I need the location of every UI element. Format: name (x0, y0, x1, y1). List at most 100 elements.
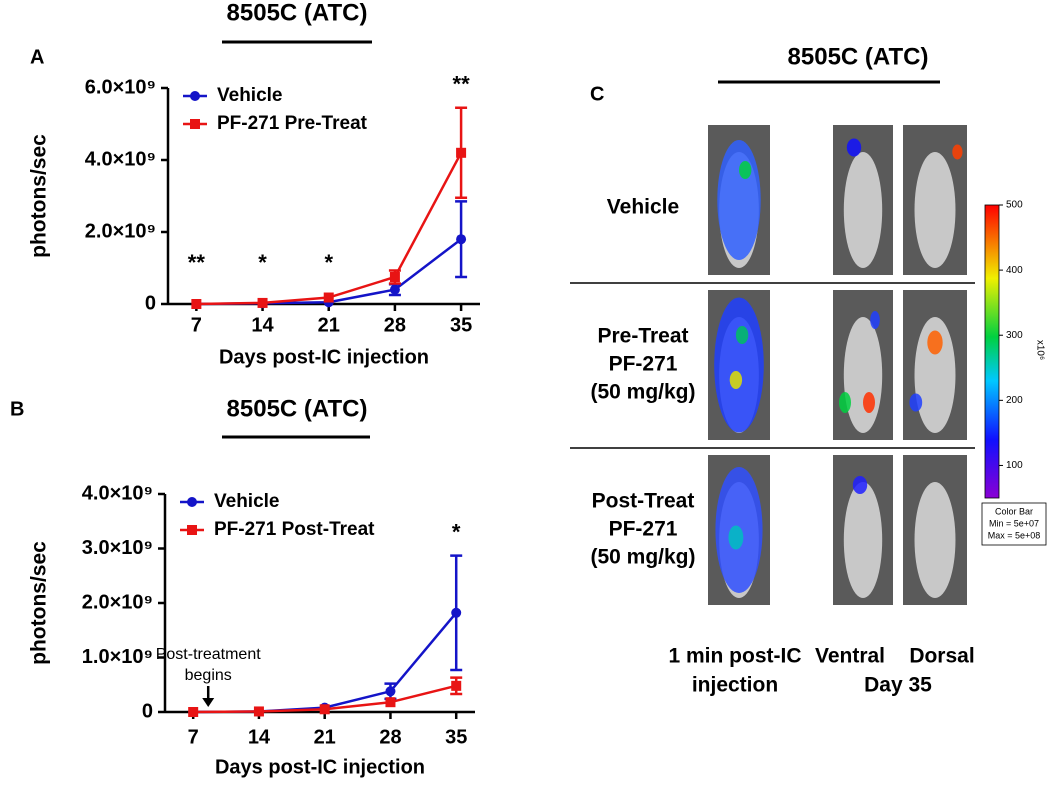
signal (717, 140, 761, 260)
signal (729, 371, 743, 389)
x-tick-label: 35 (445, 726, 467, 748)
colorbar-tick-label: 500 (1006, 200, 1023, 211)
data-point (323, 292, 334, 303)
legend-marker (187, 525, 197, 535)
y-tick-label: 0 (145, 292, 156, 314)
signal (714, 297, 764, 433)
legend-label: PF-271 Pre-Treat (217, 113, 368, 134)
colorbar-box-text: Max = 5e+08 (988, 530, 1041, 540)
signal (870, 311, 880, 329)
legend-marker (187, 497, 197, 507)
data-point (257, 297, 268, 308)
column-label: 1 min post-IC (668, 645, 801, 668)
data-point (451, 680, 462, 691)
column-label: Day 35 (864, 674, 932, 697)
panel-letter: C (590, 83, 604, 105)
mouse-body (914, 482, 956, 598)
y-axis-label: photons/sec (28, 134, 51, 258)
legend-label: PF-271 Post-Treat (214, 519, 375, 540)
legend-label: Vehicle (214, 491, 280, 512)
chart-title: 8505C (ATC) (227, 0, 368, 26)
data-point (385, 697, 396, 708)
y-tick-label: 2.0×10⁹ (85, 220, 156, 242)
y-tick-label: 1.0×10⁹ (82, 646, 153, 668)
column-label: injection (692, 674, 778, 697)
significance: ** (188, 250, 206, 275)
data-point (389, 272, 400, 282)
panel-title: 8505C (ATC) (788, 43, 929, 70)
colorbar-unit: x10⁶ (1034, 340, 1045, 360)
y-tick-label: 3.0×10⁹ (82, 537, 153, 559)
signal (927, 330, 943, 355)
row-label: Pre-Treat (597, 325, 688, 348)
x-tick-label: 21 (318, 314, 340, 336)
mouse-body (843, 317, 883, 433)
signal (952, 144, 963, 160)
mouse-body (843, 152, 883, 268)
signal (735, 326, 749, 344)
significance: * (258, 250, 267, 275)
chart-title: 8505C (ATC) (227, 395, 368, 422)
colorbar-tick-label: 300 (1006, 330, 1023, 341)
signal (909, 393, 923, 412)
x-tick-label: 21 (314, 726, 336, 748)
signal (839, 392, 851, 413)
mouse-body (843, 482, 883, 598)
mouse-body (914, 317, 956, 433)
y-tick-label: 2.0×10⁹ (82, 591, 153, 613)
annotation-text: begins (185, 667, 232, 684)
significance: ** (453, 72, 471, 97)
x-tick-label: 7 (188, 726, 199, 748)
y-tick-label: 4.0×10⁹ (82, 482, 153, 504)
x-tick-label: 35 (450, 314, 472, 336)
x-tick-label: 7 (191, 314, 202, 336)
colorbar-box-text: Color Bar (995, 506, 1033, 516)
row-label: (50 mg/kg) (590, 381, 695, 404)
data-point (456, 147, 467, 158)
row-label: Vehicle (607, 196, 679, 219)
data-point (319, 704, 330, 715)
y-tick-label: 0 (142, 700, 153, 722)
data-point (191, 299, 202, 309)
significance: * (452, 519, 461, 544)
column-label: Ventral (815, 645, 885, 668)
colorbar-tick-label: 200 (1006, 395, 1023, 406)
x-tick-label: 28 (379, 726, 401, 748)
signal (739, 161, 752, 179)
mouse-body (914, 152, 956, 268)
colorbar (984, 204, 1000, 499)
series-line (196, 152, 463, 306)
data-point (451, 607, 462, 618)
row-label: (50 mg/kg) (590, 546, 695, 569)
row-label: PF-271 (609, 353, 678, 376)
x-tick-label: 14 (251, 314, 274, 336)
annotation-text: Post-treatment (156, 646, 261, 663)
y-tick-label: 4.0×10⁹ (85, 148, 156, 170)
data-point (188, 707, 199, 717)
annotation-arrowhead (202, 698, 215, 707)
x-axis-label: Days post-IC injection (215, 756, 425, 778)
signal (846, 138, 862, 157)
signal (728, 525, 744, 550)
y-tick-label: 6.0×10⁹ (85, 76, 156, 98)
colorbar-tick-label: 400 (1006, 265, 1023, 276)
y-axis-label: photons/sec (28, 541, 51, 665)
data-point (253, 706, 264, 717)
colorbar-tick-label: 100 (1006, 460, 1023, 471)
legend-marker (190, 119, 200, 129)
data-point (389, 284, 400, 295)
x-tick-label: 28 (384, 314, 406, 336)
x-axis-label: Days post-IC injection (219, 346, 429, 368)
significance: * (324, 250, 333, 275)
row-label: PF-271 (609, 518, 678, 541)
legend-label: Vehicle (217, 85, 283, 106)
data-point (385, 686, 396, 697)
signal (852, 476, 868, 494)
panel-letter: A (30, 46, 44, 68)
panel-letter: B (10, 398, 24, 420)
signal (863, 392, 875, 413)
x-tick-label: 14 (248, 726, 271, 748)
colorbar-box-text: Min = 5e+07 (989, 518, 1039, 528)
column-label: Dorsal (909, 645, 974, 668)
